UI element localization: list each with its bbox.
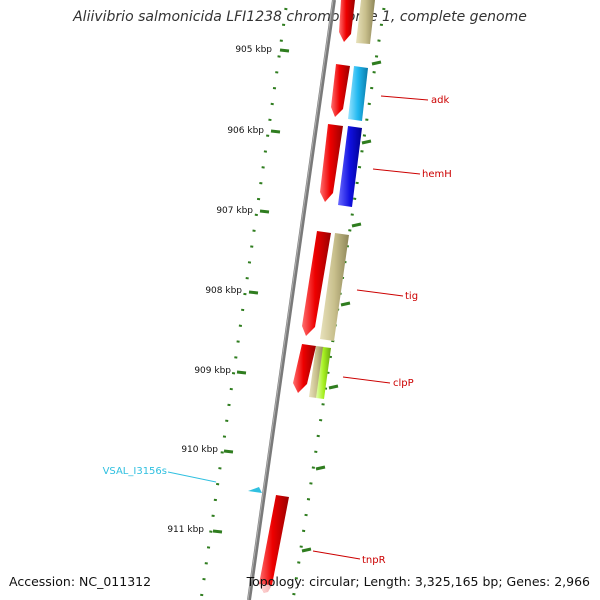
misc-feature-label: VSAL_I3156s	[103, 466, 167, 477]
gene-feature-khaki	[356, 0, 375, 44]
accession-text: Accession: NC_011312	[9, 574, 152, 589]
chromosome-backbone-highlight	[247, 0, 334, 600]
tick-labels: 905 kbp 906 kbp 907 kbp 908 kbp 909 kbp …	[167, 45, 272, 535]
gene-label-clpP: clpP	[393, 378, 414, 389]
cds-feature	[302, 231, 331, 336]
gene-label-tnpR: tnpR	[362, 555, 386, 566]
tick-label-910: 910 kbp	[181, 445, 218, 455]
tick-label-911: 911 kbp	[167, 525, 204, 535]
tick-label-905: 905 kbp	[235, 45, 272, 55]
cds-feature	[293, 344, 316, 393]
chromosome-backbone	[247, 0, 336, 600]
misc-feature-marker	[248, 487, 262, 493]
gene-feature-hemH	[338, 126, 362, 207]
cds-track	[259, 0, 355, 593]
tick-label-906: 906 kbp	[227, 126, 264, 136]
cds-feature	[331, 64, 350, 117]
label-leader-lines	[167, 95, 429, 560]
tick-label-907: 907 kbp	[216, 206, 253, 216]
gene-track	[309, 0, 375, 399]
tick-label-908: 908 kbp	[205, 286, 242, 296]
cds-feature	[320, 124, 343, 202]
gene-label-adk: adk	[431, 95, 449, 106]
outer-ruler-ticks	[301, 60, 382, 553]
gene-feature-adk	[348, 66, 368, 121]
inner-ruler-ticks	[212, 48, 290, 534]
gene-feature-clpP-a	[309, 346, 324, 398]
gene-labels: adk hemH tig clpP tnpR	[362, 95, 452, 566]
gene-label-tig: tig	[405, 291, 418, 302]
gene-label-hemH: hemH	[422, 169, 452, 180]
gene-feature-tig	[320, 233, 349, 341]
tick-label-909: 909 kbp	[194, 366, 231, 376]
cds-feature-partial	[259, 584, 272, 593]
cds-feature	[259, 495, 289, 593]
map-title: Aliivibrio salmonicida LFI1238 chromosom…	[73, 9, 527, 25]
cds-feature	[339, 0, 355, 42]
gene-feature-clpP-b	[316, 347, 331, 399]
genome-summary-text: Topology: circular; Length: 3,325,165 bp…	[246, 574, 590, 589]
